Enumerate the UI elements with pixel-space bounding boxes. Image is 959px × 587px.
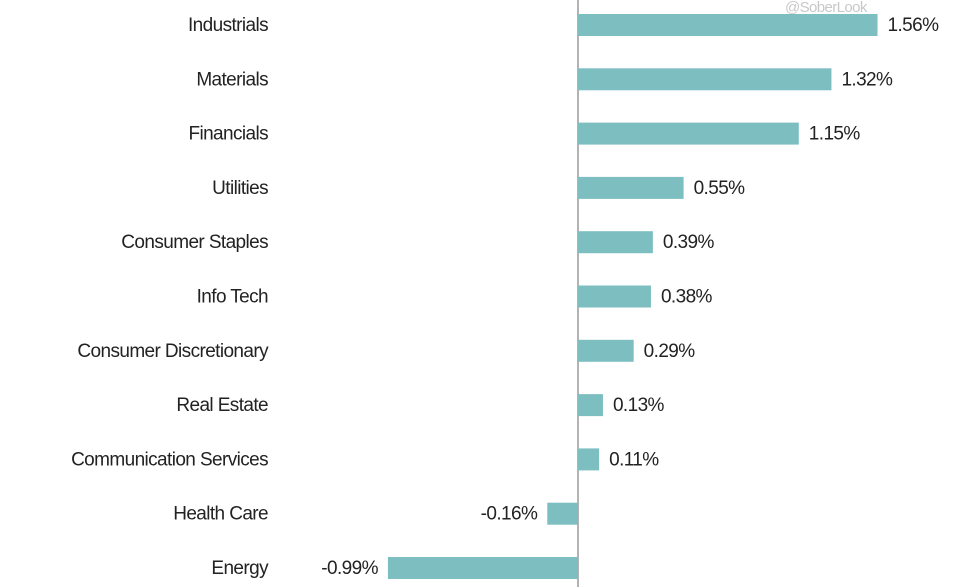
value-label: -0.16% [481,504,538,525]
value-label: 0.55% [694,178,746,199]
category-label: Real Estate [176,395,268,416]
category-label: Consumer Staples [121,232,268,253]
bar [578,14,878,36]
category-label: Energy [211,558,269,579]
value-label: 0.13% [613,395,665,416]
watermark: @SoberLook [785,0,868,16]
value-label: 1.15% [809,124,861,145]
bar [578,176,684,199]
bar [578,68,832,91]
category-label: Financials [188,124,268,145]
category-label: Consumer Discretionary [77,341,269,362]
bar [578,122,799,145]
category-label: Industrials [188,15,268,36]
category-label: Info Tech [197,287,268,308]
value-label: 0.38% [661,287,713,308]
bar [387,557,578,579]
category-label: Materials [196,69,268,90]
value-label: 1.32% [841,69,893,90]
bar [547,502,578,525]
value-label: 1.56% [888,15,940,36]
bar [578,448,600,471]
bar [578,394,603,417]
bar [578,339,634,362]
category-label: Health Care [173,504,268,525]
value-label: -0.99% [321,558,378,579]
value-label: 0.29% [644,341,696,362]
value-label: 0.39% [663,232,715,253]
category-label: Utilities [212,178,268,199]
value-label: 0.11% [609,449,659,470]
bar [578,285,651,308]
bar [578,231,653,254]
category-label: Communication Services [71,449,268,470]
